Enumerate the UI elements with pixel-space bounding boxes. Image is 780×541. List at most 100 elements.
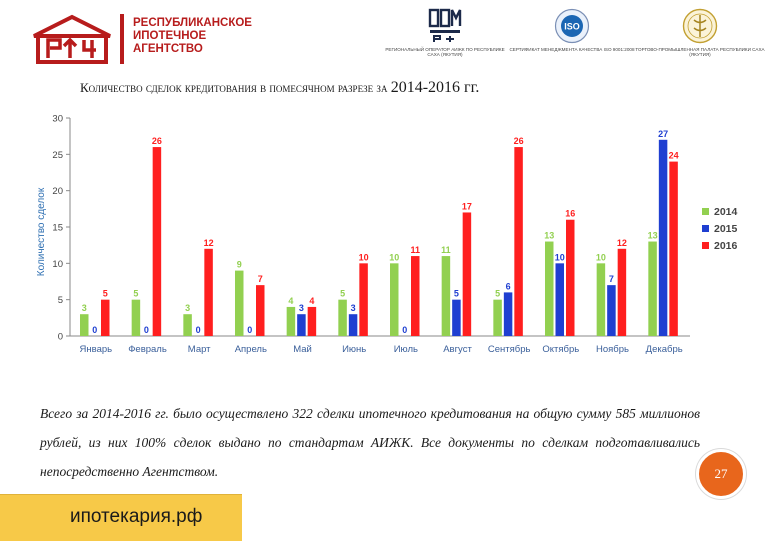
slide-title-main: Количество сделок кредитования в помесяч… [80,80,391,95]
data-label-2016: 12 [617,238,627,248]
x-tick-label: Март [188,344,211,355]
data-label-2014: 13 [648,231,658,241]
bar-2014 [338,299,347,336]
site-banner [0,494,242,541]
iso-seal-text: ISO [564,22,580,32]
data-label-2015: 0 [247,325,252,335]
data-label-2016: 5 [103,289,108,299]
bar-2016 [152,147,162,336]
bar-2014 [286,306,296,336]
bar-2016 [359,263,368,336]
data-label-2014: 10 [389,252,399,262]
x-tick-label: Апрель [235,344,267,355]
bar-2016 [204,248,213,336]
x-tick-label: Август [443,344,472,355]
y-tick-label: 0 [58,332,63,343]
y-tick-label: 10 [52,259,63,270]
data-label-2015: 0 [144,325,149,335]
bar-2016 [462,212,472,336]
data-label-2014: 5 [340,289,345,299]
data-label-2014: 9 [237,260,242,270]
summary-text: Всего за 2014-2016 гг. было осуществлено… [40,406,700,479]
data-label-2015: 27 [658,129,668,139]
bar-2014 [596,263,606,336]
x-tick-label: Февраль [128,344,167,355]
data-label-2015: 10 [555,252,565,262]
x-tick-label: Июль [394,344,418,355]
bar-2014 [441,256,451,336]
logo-divider [120,14,124,64]
chamber-emblem-icon [682,8,718,44]
agency-name: РЕСПУБЛИКАНСКОЕ ИПОТЕЧНОЕ АГЕНТСТВО [133,17,273,56]
data-label-2016: 17 [462,201,472,211]
data-label-2015: 0 [196,325,201,335]
iso-seal-icon: ISO [554,8,590,44]
legend-label-2014: 2014 [714,206,738,218]
data-label-2016: 26 [152,136,162,146]
x-tick-label: Декабрь [646,344,683,355]
agency-name-line: РЕСПУБЛИКАНСКОЕ [133,17,252,29]
partner-iso: ISO СЕРТИФИКАТ МЕНЕДЖМЕНТА КАЧЕСТВА ISO … [507,8,637,52]
y-tick-label: 5 [58,295,63,306]
data-label-2016: 16 [565,209,575,219]
bar-2014 [235,270,244,336]
data-label-2014: 11 [441,245,451,255]
dom-rf-logo-icon [428,8,462,42]
x-tick-label: Октябрь [542,344,579,355]
bar-2014 [493,299,502,336]
bar-2016 [411,256,420,336]
agency-name-line: АГЕНТСТВО [133,43,203,55]
data-label-2016: 12 [204,238,214,248]
slide-title-years: 2014-2016 гг. [390,79,480,96]
data-label-2015: 6 [506,281,511,291]
legend-label-2016: 2016 [714,240,738,252]
bar-2014 [545,241,554,336]
data-label-2015: 3 [299,303,304,313]
bar-2014 [183,314,192,336]
bar-2016 [256,285,265,336]
data-label-2014: 3 [185,303,190,313]
bar-2015 [607,285,616,336]
x-tick-label: Июнь [342,344,366,355]
partner-caption: СЕРТИФИКАТ МЕНЕДЖМЕНТА КАЧЕСТВА ISO 9001… [509,47,635,52]
legend-label-2015: 2015 [714,223,738,235]
data-label-2015: 3 [351,303,356,313]
legend-swatch-2014 [702,208,709,215]
data-label-2015: 7 [609,274,614,284]
bar-2016 [669,161,678,336]
data-label-2014: 13 [544,231,554,241]
site-link[interactable]: ипотекария.рф [70,506,203,527]
bar-2016 [617,248,627,336]
bar-chart: Количество сделок 051015202530305Январь5… [36,114,738,356]
partner-dom-rf: РЕГИОНАЛЬНЫЙ ОПЕРАТОР АИЖК ПО РЕСПУБЛИКЕ… [380,8,510,58]
data-label-2016: 7 [258,274,263,284]
bar-2015 [658,139,668,336]
data-label-2014: 4 [288,296,293,306]
partner-caption: РЕГИОНАЛЬНЫЙ ОПЕРАТОР АИЖК ПО РЕСПУБЛИКЕ… [385,47,505,58]
bar-2015 [452,299,461,336]
data-label-2015: 5 [454,289,459,299]
bar-2016 [566,219,575,336]
agency-name-line: ИПОТЕЧНОЕ [133,30,207,42]
data-label-2014: 3 [82,303,87,313]
y-tick-label: 15 [52,223,63,234]
page-number-badge: 27 [696,449,746,499]
data-label-2014: 10 [596,252,606,262]
bar-2016 [514,147,523,336]
y-tick-label: 30 [52,114,63,125]
x-tick-label: Май [293,344,312,355]
x-tick-label: Ноябрь [596,344,629,355]
data-label-2014: 5 [495,289,500,299]
x-tick-label: Сентябрь [488,344,531,355]
bar-2016 [101,299,110,336]
y-tick-label: 20 [52,186,63,197]
bar-2014 [80,314,89,336]
bar-2015 [555,263,564,336]
bar-2016 [307,306,317,336]
data-label-2015: 0 [92,325,97,335]
y-tick-label: 25 [52,150,63,161]
legend-swatch-2016 [702,242,709,249]
bar-2014 [131,299,141,336]
legend-swatch-2015 [702,225,709,232]
data-label-2014: 5 [133,289,138,299]
